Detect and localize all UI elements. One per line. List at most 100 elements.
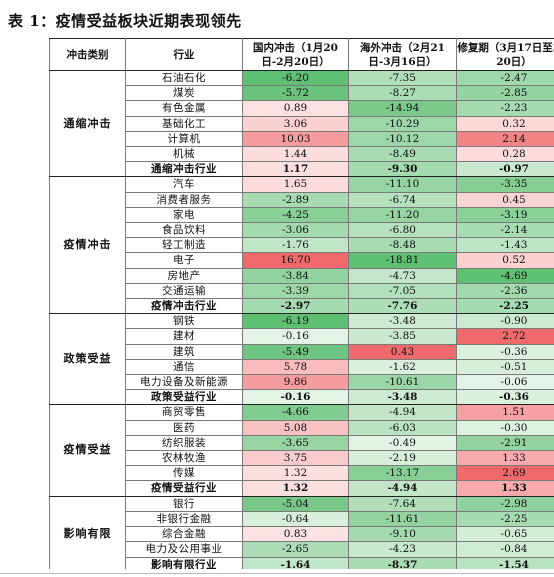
overseas-value-cell: 0.43 [348, 343, 457, 360]
industry-cell: 建材 [125, 328, 243, 345]
industry-cell: 疫情受益行业 [125, 480, 243, 497]
domestic-value-cell: 1.65 [242, 176, 349, 193]
recovery-value-cell: 0.28 [456, 146, 554, 163]
industry-cell: 传媒 [125, 465, 243, 482]
overseas-value-cell: -4.94 [348, 404, 457, 421]
industry-cell: 房地产 [125, 267, 243, 284]
recovery-value-cell: 2.14 [456, 130, 554, 148]
overseas-value-cell: -8.49 [348, 146, 457, 163]
group-summary-row: 政策受益行业 -0.16 -3.48 -0.36 [50, 389, 554, 406]
header-recovery: 修复期（3月17日至3月20日） [456, 38, 554, 71]
overseas-value-cell: -18.81 [348, 252, 457, 269]
overseas-value-cell: -13.17 [348, 465, 457, 482]
table-row: 影响有限 银行 -5.04 -7.64 -2.98 [49, 495, 554, 569]
domestic-value-cell: -3.06 [242, 222, 349, 239]
industry-cell: 食品饮料 [125, 222, 243, 239]
domestic-value-cell: 1.32 [242, 465, 349, 482]
overseas-value-cell: -6.80 [348, 222, 457, 239]
overseas-value-cell: -6.74 [348, 191, 457, 208]
category-cell: 政策受益 [49, 313, 126, 406]
overseas-value-cell: -7.76 [348, 298, 457, 315]
domestic-value-cell: 0.89 [242, 100, 349, 117]
industry-cell: 基础化工 [125, 115, 243, 132]
table-row: 食品饮料 -3.06 -6.80 -2.14 [50, 222, 554, 239]
table-title: 表 1：疫情受益板块近期表现领先 [8, 12, 242, 30]
domestic-value-cell: 9.86 [242, 374, 349, 391]
group-summary-row: 通缩冲击行业 1.17 -9.30 -0.97 [50, 161, 554, 178]
group-summary-row: 影响有限行业 -1.64 -8.37 -1.54 [50, 556, 554, 569]
domestic-value-cell: -3.65 [242, 434, 349, 452]
table-row: 医药 5.08 -6.03 -0.30 [50, 419, 554, 436]
recovery-value-cell: -0.97 [456, 161, 554, 178]
table-body: 通缩冲击 石油石化 -6.20 -7.35 -2.47 煤炭 -5.72 -8.27 -2.85… [49, 69, 554, 569]
header-industry: 行业 [125, 38, 243, 71]
overseas-value-cell: -11.20 [348, 206, 457, 224]
industry-cell: 消费者服务 [125, 191, 243, 208]
domestic-value-cell: 3.75 [242, 450, 349, 467]
industry-cell: 交通运输 [125, 282, 243, 300]
industry-cell: 轻工制造 [125, 237, 243, 254]
overseas-value-cell: -1.62 [348, 358, 457, 376]
recovery-value-cell: 0.32 [456, 115, 554, 132]
table-row: 有色金属 0.89 -14.94 -2.23 [50, 100, 554, 117]
recovery-value-cell: 1.33 [456, 480, 554, 497]
recovery-value-cell: -1.54 [456, 556, 554, 569]
industry-cell: 疫情冲击行业 [125, 298, 243, 315]
data-table-wrapper: 冲击类别 行业 国内冲击（1月20日-2月20日） 海外冲击（2月21日-3月1… [49, 38, 554, 569]
table-row: 交通运输 -3.39 -7.05 -2.36 [50, 282, 554, 300]
recovery-value-cell: -1.43 [456, 237, 554, 254]
recovery-value-cell: -0.51 [456, 358, 554, 376]
domestic-value-cell: -6.20 [242, 69, 349, 87]
table-row: 通信 5.78 -1.62 -0.51 [50, 358, 554, 376]
overseas-value-cell: -7.64 [348, 495, 457, 512]
domestic-value-cell: -0.16 [242, 389, 349, 406]
industry-cell: 农林牧渔 [125, 450, 243, 467]
header-row: 冲击类别 行业 国内冲击（1月20日-2月20日） 海外冲击（2月21日-3月1… [49, 38, 554, 71]
overseas-value-cell: -10.61 [348, 374, 457, 391]
recovery-value-cell: 2.72 [456, 328, 554, 345]
recovery-value-cell: -2.14 [456, 222, 554, 239]
header-category: 冲击类别 [49, 38, 126, 71]
industry-cell: 钢铁 [125, 313, 243, 330]
domestic-value-cell: -4.25 [242, 206, 349, 224]
recovery-value-cell: -0.65 [456, 526, 554, 543]
recovery-value-cell: -2.36 [456, 282, 554, 300]
category-cell: 影响有限 [49, 495, 126, 569]
sector-performance-table: 冲击类别 行业 国内冲击（1月20日-2月20日） 海外冲击（2月21日-3月1… [49, 38, 554, 569]
industry-cell: 机械 [125, 146, 243, 163]
recovery-value-cell: -0.84 [456, 541, 554, 558]
overseas-value-cell: -4.73 [348, 267, 457, 284]
category-cell: 疫情受益 [49, 404, 126, 497]
overseas-value-cell: -7.05 [348, 282, 457, 300]
recovery-value-cell: -3.19 [456, 206, 554, 224]
recovery-value-cell: -2.25 [456, 298, 554, 315]
overseas-value-cell: -2.19 [348, 450, 457, 467]
recovery-value-cell: -2.85 [456, 85, 554, 102]
domestic-value-cell: 0.83 [242, 526, 349, 543]
table-row: 建筑 -5.49 0.43 -0.36 [50, 343, 554, 360]
industry-cell: 综合金融 [125, 526, 243, 543]
industry-cell: 商贸零售 [125, 404, 243, 421]
overseas-value-cell: -4.94 [348, 480, 457, 497]
domestic-value-cell: 1.44 [242, 146, 349, 163]
table-row: 农林牧渔 3.75 -2.19 1.33 [50, 450, 554, 467]
overseas-value-cell: -7.35 [348, 69, 457, 87]
recovery-value-cell: -2.47 [456, 69, 554, 87]
table-row: 轻工制造 -1.76 -8.48 -1.43 [50, 237, 554, 254]
category-cell: 通缩冲击 [49, 69, 126, 178]
table-row: 计算机 10.03 -10.12 2.14 [50, 130, 554, 148]
table-row: 纺织服装 -3.65 -0.49 -2.91 [50, 434, 554, 452]
domestic-value-cell: -2.65 [242, 541, 349, 558]
overseas-value-cell: -10.29 [348, 115, 457, 132]
recovery-value-cell: -2.98 [456, 495, 554, 512]
table-row: 家电 -4.25 -11.20 -3.19 [50, 206, 554, 224]
industry-cell: 有色金属 [125, 100, 243, 117]
overseas-value-cell: -9.10 [348, 526, 457, 543]
overseas-value-cell: -8.48 [348, 237, 457, 254]
table-row: 建材 -0.16 -3.85 2.72 [50, 328, 554, 345]
industry-cell: 家电 [125, 206, 243, 224]
domestic-value-cell: -3.39 [242, 282, 349, 300]
domestic-value-cell: 10.03 [242, 130, 349, 148]
overseas-value-cell: -10.12 [348, 130, 457, 148]
overseas-value-cell: -6.03 [348, 419, 457, 436]
